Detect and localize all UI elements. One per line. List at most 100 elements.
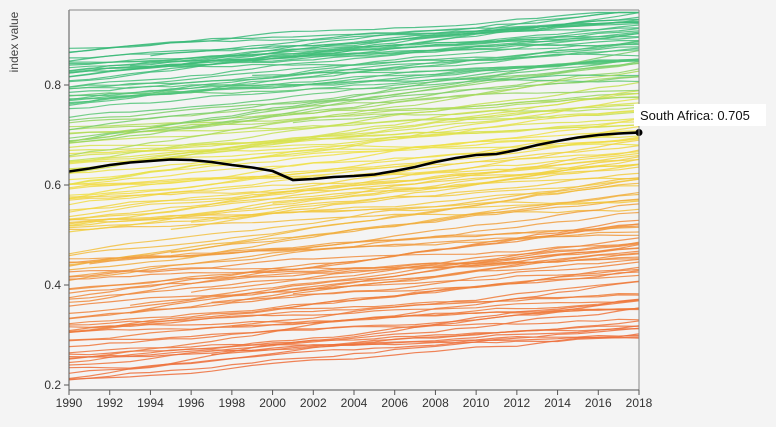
country-line (68, 164, 640, 198)
x-tick-label: 2018 (626, 396, 653, 410)
country-line (68, 271, 640, 334)
country-line (68, 298, 640, 380)
x-tick-label: 2012 (504, 396, 531, 410)
country-line (68, 185, 640, 229)
country-line (68, 234, 640, 264)
tooltip: South Africa: 0.705 (634, 104, 766, 126)
country-line (68, 198, 640, 267)
x-tick-label: 1998 (219, 396, 246, 410)
country-line (68, 111, 640, 134)
country-line (68, 60, 640, 131)
x-tick-label: 1994 (137, 396, 164, 410)
x-tick: 2002 (300, 390, 327, 410)
x-tick: 2006 (381, 390, 408, 410)
x-tick: 1990 (56, 390, 83, 410)
country-line (68, 24, 640, 74)
country-line (68, 110, 640, 185)
country-line (130, 237, 640, 306)
x-tick: 2000 (259, 390, 286, 410)
x-tick: 2014 (544, 390, 571, 410)
country-line (68, 333, 640, 380)
tooltip-box (634, 104, 766, 126)
y-tick: 0.6 (44, 178, 69, 192)
country-line (68, 244, 640, 320)
x-tick-label: 2000 (259, 396, 286, 410)
y-tick: 0.2 (44, 378, 69, 392)
country-line (150, 18, 640, 57)
x-tick: 1994 (137, 390, 164, 410)
country-line (68, 250, 640, 314)
country-line (68, 307, 640, 366)
country-line (68, 96, 640, 131)
country-line (68, 117, 640, 163)
x-axis: 1990 1992 1994 1996 1998 2000 2002 2004 2006 2008… (56, 389, 653, 410)
country-line (211, 274, 640, 303)
country-line (68, 58, 640, 105)
country-line (68, 104, 640, 144)
x-tick-label: 1992 (96, 396, 123, 410)
country-line (68, 334, 640, 360)
country-line (68, 139, 640, 227)
x-tick: 2016 (585, 390, 612, 410)
country-line (130, 247, 640, 314)
country-line (68, 294, 640, 332)
x-tick: 2008 (422, 390, 449, 410)
country-line (68, 32, 640, 66)
country-line (68, 137, 640, 200)
country-line (68, 42, 640, 93)
country-line (68, 266, 640, 333)
y-tick-label: 0.2 (44, 378, 61, 392)
country-line (68, 318, 640, 342)
country-line (68, 243, 640, 300)
country-line (68, 79, 640, 97)
country-line (68, 166, 640, 220)
country-line (68, 336, 640, 358)
country-line (68, 74, 640, 90)
country-line (68, 219, 640, 303)
y-tick-label: 0.6 (44, 178, 61, 192)
country-line (68, 149, 640, 233)
country-line (68, 135, 640, 165)
x-tick-label: 2004 (341, 396, 368, 410)
y-axis-label: index value (7, 11, 21, 72)
x-tick: 2012 (504, 390, 531, 410)
y-tick: 0.4 (44, 278, 69, 292)
country-line (68, 62, 640, 142)
x-tick: 2018 (626, 390, 653, 410)
country-line (211, 320, 640, 356)
x-tick-label: 1990 (56, 396, 83, 410)
country-line (68, 242, 640, 278)
country-line (68, 125, 640, 200)
country-line (68, 131, 640, 174)
country-line (68, 208, 640, 231)
x-tick-label: 2008 (422, 396, 449, 410)
country-line (68, 11, 639, 78)
y-tick-label: 0.4 (44, 278, 61, 292)
x-tick-label: 2006 (381, 396, 408, 410)
x-tick-label: 2010 (463, 396, 490, 410)
country-line (68, 70, 640, 157)
country-line (68, 177, 640, 255)
y-tick-label: 0.8 (44, 78, 61, 92)
country-line (68, 138, 640, 186)
country-line (170, 172, 640, 230)
country-line (68, 182, 640, 257)
country-line (68, 151, 640, 189)
country-line (68, 200, 640, 221)
x-tick: 1998 (219, 390, 246, 410)
country-line (68, 124, 640, 151)
country-line (292, 258, 640, 295)
country-line (68, 307, 640, 329)
country-line (68, 145, 640, 213)
country-line (68, 32, 640, 104)
country-line (68, 96, 640, 135)
x-tick: 2004 (341, 390, 368, 410)
country-line (68, 178, 640, 225)
country-line (68, 308, 640, 333)
x-tick: 1992 (96, 390, 123, 410)
background-series-group (68, 11, 640, 381)
country-line (68, 58, 640, 102)
y-tick: 0.8 (44, 78, 69, 92)
country-line (68, 327, 640, 381)
